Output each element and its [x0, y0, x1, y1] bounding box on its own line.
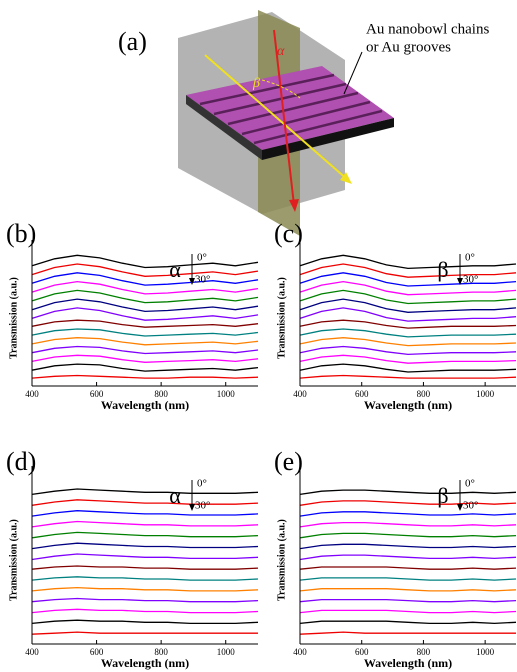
spectrum: [300, 490, 516, 494]
spectrum: [32, 609, 258, 612]
spectrum: [32, 338, 258, 345]
spectrum: [32, 532, 258, 537]
x-axis-label: Wavelength (nm): [364, 656, 452, 670]
spectrum: [300, 567, 516, 569]
y-axis-label: Transmission (a.u.): [276, 277, 287, 359]
angle-start: 0°: [465, 478, 475, 490]
angle-end: 30°: [195, 274, 210, 286]
spectrum: [300, 329, 516, 337]
spectrum: [32, 632, 258, 634]
spectrum: [32, 355, 258, 362]
angle-symbol: α: [169, 483, 181, 508]
spectrum: [32, 489, 258, 494]
spectrum: [300, 555, 516, 559]
page: (a) α β Au nanobowl chains or Au grooves…: [0, 0, 517, 672]
spectrum: [300, 578, 516, 580]
spectrum: [32, 543, 258, 548]
spectrum: [32, 347, 258, 354]
angle-symbol: β: [437, 483, 448, 508]
spectrum: [32, 599, 258, 602]
spectrum: [32, 308, 258, 320]
angle-symbol: α: [169, 257, 181, 282]
angle-symbol: β: [437, 257, 448, 282]
spectrum: [300, 533, 516, 537]
spectrum: [300, 544, 516, 548]
angle-end: 30°: [463, 500, 478, 512]
x-tick-label: 400: [25, 647, 39, 657]
x-tick-label: 1000: [217, 647, 236, 657]
spectrum: [300, 523, 516, 527]
annotation: or Au grooves: [366, 39, 451, 55]
spectrum: [300, 589, 516, 591]
figure: (a) α β Au nanobowl chains or Au grooves…: [0, 0, 517, 672]
spectrum: [32, 320, 258, 327]
spectrum: [300, 632, 516, 634]
spectrum: [300, 255, 516, 268]
y-axis-label: Transmission (a.u.): [276, 519, 287, 601]
y-axis-label: Transmission (a.u.): [8, 519, 19, 601]
panel-label: (c): [274, 219, 303, 248]
x-tick-label: 1000: [476, 647, 495, 657]
spectrum: [300, 600, 516, 602]
angle-end: 30°: [195, 500, 210, 512]
spectrum: [300, 355, 516, 363]
schematic: (a) α β Au nanobowl chains or Au grooves: [118, 10, 489, 236]
panel-label: (a): [118, 27, 147, 56]
spectrum: [32, 588, 258, 591]
angle-start: 0°: [197, 252, 207, 264]
angle-start: 0°: [465, 252, 475, 264]
x-axis-label: Wavelength (nm): [101, 398, 189, 412]
angle-end: 30°: [463, 274, 478, 286]
angle-label: α: [277, 44, 285, 59]
spectrum: [300, 621, 516, 623]
x-tick-label: 400: [293, 647, 307, 657]
spectrum: [300, 610, 516, 612]
spectrum: [32, 577, 258, 580]
spectrum: [32, 620, 258, 623]
angle-label: β: [252, 76, 260, 91]
spectrum: [300, 501, 516, 505]
spectrum: [32, 500, 258, 506]
x-tick-label: 1000: [476, 389, 495, 399]
spectrum: [300, 364, 516, 372]
y-axis-label: Transmission (a.u.): [8, 277, 19, 359]
spectrum: [300, 338, 516, 346]
spectrum: [32, 554, 258, 560]
angle-start: 0°: [197, 478, 207, 490]
spectrum: [300, 376, 516, 379]
spectrum: [32, 511, 258, 516]
spectrum: [300, 512, 516, 516]
annotation: Au nanobowl chains: [366, 21, 489, 37]
spectrum: [32, 364, 258, 371]
spectrum: [32, 566, 258, 569]
spectrum: [300, 347, 516, 355]
panel-label: (e): [274, 447, 303, 476]
panel-label: (b): [6, 219, 36, 248]
x-tick-label: 400: [293, 389, 307, 399]
pointer: [344, 52, 362, 94]
x-axis-label: Wavelength (nm): [101, 656, 189, 670]
x-axis-label: Wavelength (nm): [364, 398, 452, 412]
spectrum: [32, 329, 258, 336]
panel-label: (d): [6, 447, 36, 476]
spectrum: [32, 376, 258, 379]
spectrum: [32, 522, 258, 527]
x-tick-label: 400: [25, 389, 39, 399]
x-tick-label: 1000: [217, 389, 236, 399]
